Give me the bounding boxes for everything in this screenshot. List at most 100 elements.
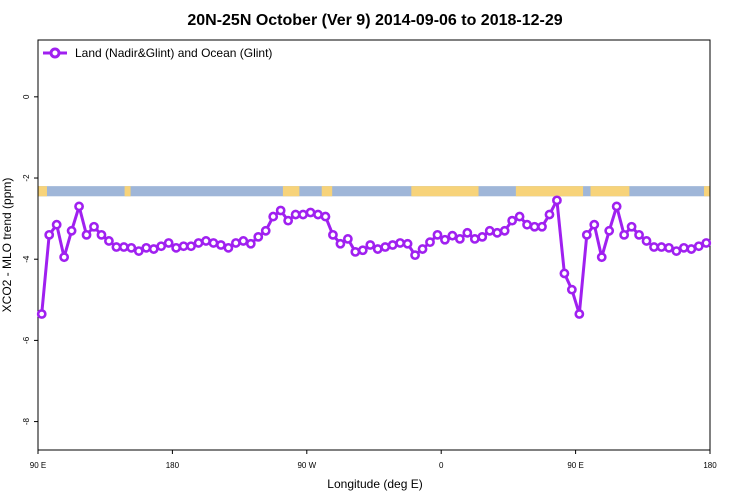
- data-point: [357, 245, 368, 256]
- x-tick-label: 180: [166, 461, 180, 470]
- y-axis-ticks: 0 -2 -4 -6 -8: [22, 94, 38, 425]
- data-point: [454, 234, 465, 244]
- data-point: [432, 229, 443, 240]
- data-point: [305, 207, 316, 218]
- data-point: [163, 238, 174, 248]
- data-point: [604, 225, 615, 236]
- data-point: [290, 209, 301, 220]
- data-point: [380, 242, 391, 252]
- x-tick-label: 180: [703, 461, 717, 470]
- data-point: [186, 241, 196, 252]
- data-point: [440, 234, 450, 245]
- data-point: [178, 241, 189, 252]
- data-point: [283, 215, 294, 226]
- map-strip-land: [124, 186, 131, 197]
- data-point: [425, 237, 435, 248]
- data-point: [111, 242, 122, 252]
- data-point: [275, 205, 286, 216]
- data-point: [201, 236, 211, 246]
- data-point: [678, 242, 689, 253]
- data-point: [649, 242, 659, 252]
- map-strip-land: [321, 186, 333, 197]
- data-point: [66, 225, 77, 236]
- data-point: [522, 219, 532, 230]
- x-tick-label: 90 E: [30, 461, 46, 470]
- map-strip-land: [515, 186, 584, 197]
- data-point: [447, 230, 458, 241]
- data-point: [477, 231, 488, 242]
- series-layer: [36, 195, 712, 319]
- data-point: [74, 201, 84, 212]
- data-point: [313, 209, 323, 220]
- data-point: [253, 231, 264, 242]
- data-point: [589, 219, 600, 230]
- y-tick-label: -2: [22, 174, 31, 182]
- map-strip-land: [590, 186, 630, 197]
- data-point: [126, 242, 137, 253]
- data-point: [701, 238, 712, 248]
- data-point: [104, 236, 114, 246]
- x-axis-label: Longitude (deg E): [327, 477, 422, 491]
- y-tick-label: 0: [22, 94, 31, 99]
- data-point: [611, 201, 622, 212]
- data-point: [395, 238, 406, 248]
- map-strip-land: [411, 186, 479, 197]
- map-strip: [38, 186, 710, 197]
- data-point: [574, 309, 585, 319]
- y-tick-label: -4: [22, 255, 31, 263]
- data-point: [51, 219, 62, 230]
- data-point: [514, 211, 525, 222]
- y-axis-label: XCO2 - MLO trend (ppm): [0, 178, 14, 313]
- x-tick-label: 0: [439, 461, 444, 470]
- x-tick-label: 90 E: [567, 461, 583, 470]
- legend: Land (Nadir&Glint) and Ocean (Glint): [43, 46, 272, 60]
- data-point: [410, 250, 420, 261]
- data-point: [417, 244, 428, 254]
- data-point: [238, 236, 249, 246]
- data-point: [81, 229, 92, 240]
- data-point: [118, 242, 129, 252]
- data-point: [499, 225, 510, 236]
- data-point: [372, 244, 383, 254]
- data-point: [223, 242, 234, 253]
- data-point: [619, 229, 630, 240]
- data-point: [89, 221, 99, 232]
- data-point: [350, 247, 361, 257]
- x-axis-ticks: 90 E 180 90 W 0 90 E 180: [30, 450, 717, 470]
- data-point: [193, 238, 204, 248]
- data-point: [156, 241, 167, 252]
- data-point: [469, 234, 480, 244]
- data-point: [141, 242, 152, 253]
- data-point: [686, 244, 697, 254]
- y-tick-label: -6: [22, 336, 31, 344]
- data-point: [298, 209, 308, 220]
- data-point: [335, 238, 346, 249]
- data-point: [634, 229, 644, 240]
- data-point: [492, 227, 503, 238]
- data-point: [402, 238, 413, 249]
- data-point: [148, 244, 159, 254]
- map-strip-land: [704, 186, 710, 197]
- y-tick-label: -8: [22, 417, 31, 425]
- data-point: [544, 209, 555, 220]
- data-point: [529, 221, 540, 232]
- data-point: [484, 225, 495, 236]
- chart-title: 20N-25N October (Ver 9) 2014-09-06 to 20…: [187, 12, 562, 29]
- data-point: [693, 241, 704, 252]
- data-point: [230, 238, 241, 248]
- map-strip-land: [282, 186, 300, 197]
- data-point: [328, 229, 338, 240]
- map-strip-ocean: [38, 186, 710, 197]
- data-point: [342, 234, 353, 244]
- data-point: [626, 221, 637, 232]
- data-point: [596, 252, 607, 263]
- legend-marker-swatch: [49, 47, 61, 59]
- data-point: [171, 242, 182, 253]
- data-point: [641, 236, 652, 246]
- data-point: [320, 211, 331, 222]
- data-point: [387, 240, 398, 250]
- data-point: [133, 246, 144, 256]
- data-point: [664, 242, 674, 253]
- data-point: [566, 284, 577, 295]
